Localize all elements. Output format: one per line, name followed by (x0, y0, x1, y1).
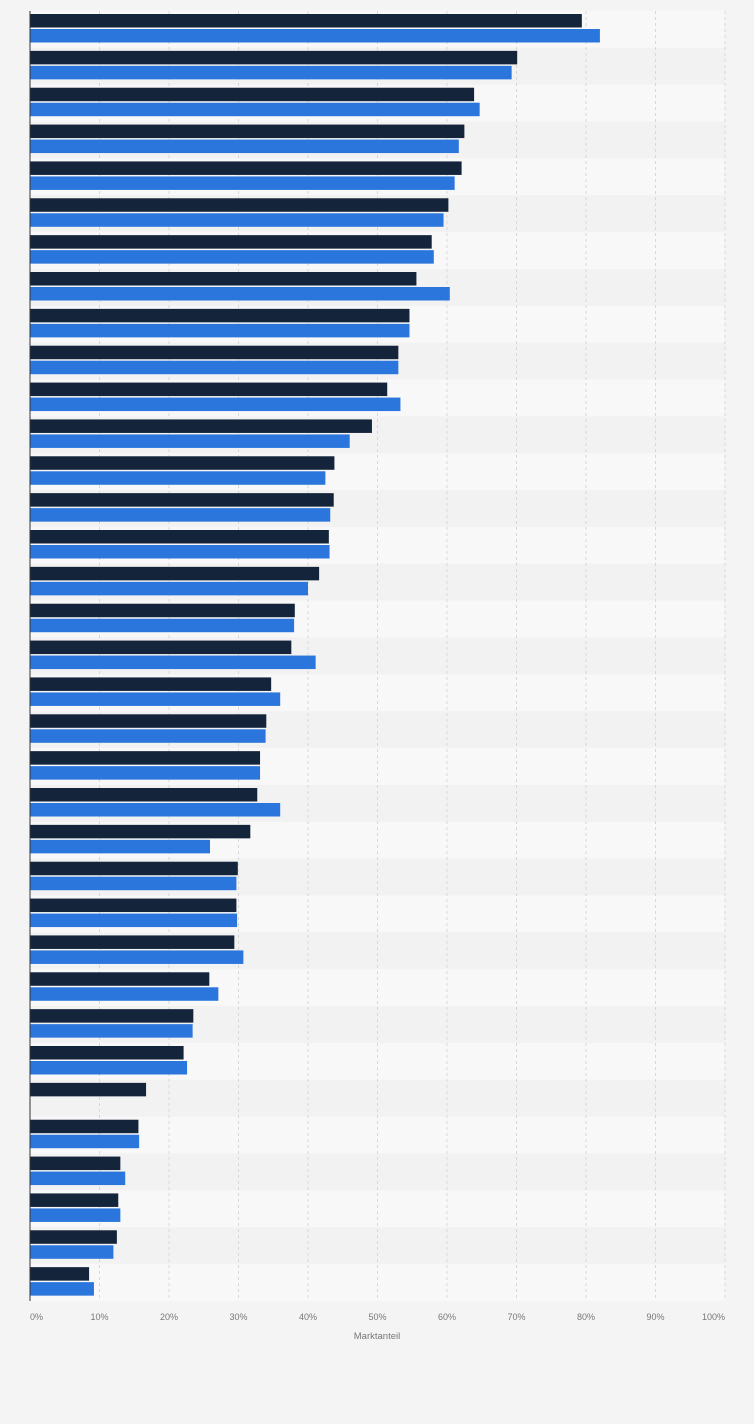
bar-series-2[interactable] (30, 29, 600, 43)
bar-series-2[interactable] (30, 176, 455, 190)
bar-series-1[interactable] (30, 50, 518, 65)
bar-series-1[interactable] (30, 972, 210, 986)
bar-series-1[interactable] (30, 935, 235, 949)
x-tick-label: 100% (702, 1312, 725, 1322)
bar-series-2[interactable] (30, 1171, 126, 1186)
bar-series-2[interactable] (30, 692, 281, 706)
bar-series-2[interactable] (30, 987, 219, 1001)
row-band (30, 1190, 725, 1228)
x-tick-label: 40% (299, 1312, 317, 1322)
bar-series-1[interactable] (30, 1119, 139, 1134)
bar-series-2[interactable] (30, 139, 459, 154)
bar-series-1[interactable] (30, 161, 462, 175)
bar-series-2[interactable] (30, 213, 444, 227)
bar-series-1[interactable] (30, 824, 251, 839)
bar-series-2[interactable] (30, 360, 399, 375)
bar-series-1[interactable] (30, 14, 582, 28)
bar-series-1[interactable] (30, 566, 320, 581)
x-tick-label: 10% (90, 1312, 108, 1322)
x-tick-label: 60% (438, 1312, 456, 1322)
bar-series-1[interactable] (30, 308, 410, 323)
bar-series-2[interactable] (30, 323, 410, 338)
bar-series-1[interactable] (30, 272, 417, 286)
bar-series-2[interactable] (30, 913, 238, 928)
bar-series-1[interactable] (30, 788, 258, 802)
bar-series-2[interactable] (30, 545, 330, 559)
bar-series-2[interactable] (30, 1208, 121, 1222)
bar-series-1[interactable] (30, 1082, 147, 1097)
bar-series-1[interactable] (30, 714, 267, 728)
bar-series-1[interactable] (30, 456, 335, 470)
bar-series-2[interactable] (30, 1282, 94, 1296)
x-tick-label: 0% (30, 1312, 43, 1322)
bar-series-2[interactable] (30, 508, 331, 522)
bar-series-1[interactable] (30, 898, 237, 913)
bar-series-1[interactable] (30, 603, 295, 618)
x-tick-label: 90% (646, 1312, 664, 1322)
bar-series-2[interactable] (30, 434, 350, 448)
bar-series-1[interactable] (30, 198, 449, 212)
bar-series-2[interactable] (30, 655, 316, 670)
bar-series-1[interactable] (30, 1193, 119, 1207)
bar-series-1[interactable] (30, 124, 465, 139)
bar-series-2[interactable] (30, 1245, 114, 1259)
row-band (30, 1227, 725, 1265)
bar-series-1[interactable] (30, 1267, 90, 1281)
x-tick-label: 30% (229, 1312, 247, 1322)
bar-series-2[interactable] (30, 1061, 188, 1075)
bar-series-2[interactable] (30, 250, 434, 264)
bar-series-1[interactable] (30, 530, 329, 544)
x-tick-label: 50% (368, 1312, 386, 1322)
row-band (30, 1264, 725, 1301)
bar-series-1[interactable] (30, 382, 388, 397)
bar-series-2[interactable] (30, 65, 512, 80)
bar-series-2[interactable] (30, 471, 326, 485)
bar-series-1[interactable] (30, 1230, 117, 1244)
bar-series-1[interactable] (30, 1009, 194, 1023)
bar-series-2[interactable] (30, 1024, 193, 1038)
bar-series-2[interactable] (30, 397, 401, 412)
bar-series-2[interactable] (30, 581, 308, 596)
bar-series-1[interactable] (30, 235, 432, 249)
bar-series-1[interactable] (30, 419, 372, 433)
bar-series-2[interactable] (30, 729, 266, 743)
bar-series-2[interactable] (30, 950, 244, 964)
bar-series-2[interactable] (30, 803, 281, 817)
bar-series-1[interactable] (30, 861, 238, 876)
bar-series-2[interactable] (30, 618, 295, 633)
bar-series-2[interactable] (30, 766, 261, 780)
bar-series-1[interactable] (30, 345, 399, 360)
x-tick-label: 70% (507, 1312, 525, 1322)
bar-series-2[interactable] (30, 839, 211, 854)
x-axis-title: Marktanteil (354, 1331, 400, 1342)
bar-series-2[interactable] (30, 876, 237, 891)
bar-series-2[interactable] (30, 102, 480, 117)
bar-series-2[interactable] (30, 1134, 140, 1149)
bar-series-2[interactable] (30, 287, 450, 301)
bar-series-1[interactable] (30, 1156, 121, 1171)
bar-series-1[interactable] (30, 751, 261, 765)
bar-series-1[interactable] (30, 1046, 184, 1060)
bar-series-1[interactable] (30, 677, 272, 691)
bar-series-1[interactable] (30, 87, 475, 102)
bar-series-1[interactable] (30, 640, 292, 655)
x-tick-label: 80% (577, 1312, 595, 1322)
bar-series-1[interactable] (30, 493, 334, 507)
x-tick-label: 20% (160, 1312, 178, 1322)
